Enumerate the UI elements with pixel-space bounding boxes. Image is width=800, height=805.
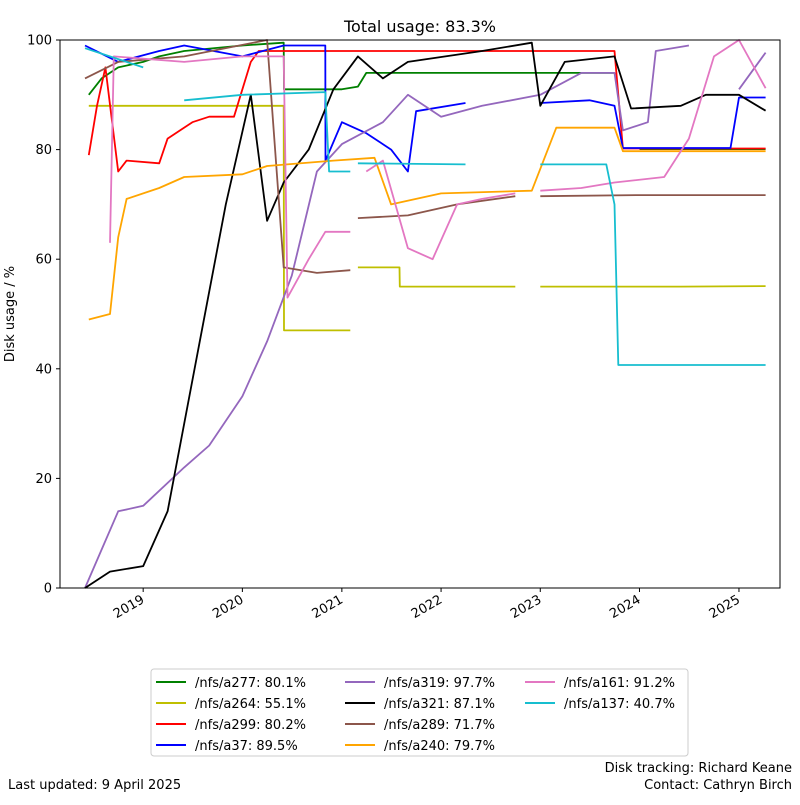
legend-label-9: /nfs/a137: 40.7% — [564, 697, 675, 712]
legend-label-3: /nfs/a37: 89.5% — [195, 739, 298, 754]
legend: /nfs/a277: 80.1% /nfs/a264: 55.1% /nfs/a29… — [150, 668, 689, 757]
y-tick-label: 0 — [44, 582, 52, 597]
tracking-credit: Disk tracking: Richard Keane — [605, 761, 792, 776]
y-axis-ticks: 0 20 40 60 80 100 — [27, 34, 60, 597]
legend-label-5: /nfs/a321: 87.1% — [384, 697, 495, 712]
contact-credit: Contact: Cathryn Birch — [644, 778, 792, 793]
y-axis-label: Disk usage / % — [3, 266, 18, 362]
y-tick-label: 100 — [27, 34, 52, 49]
series-line-4 — [84, 44, 767, 589]
legend-label-4: /nfs/a319: 97.7% — [384, 676, 495, 691]
series-line-5 — [84, 41, 767, 589]
y-tick-label: 80 — [35, 143, 52, 158]
series-line-7 — [88, 126, 766, 321]
y-tick-label: 40 — [35, 362, 52, 377]
last-updated-text: Last updated: 9 April 2025 — [8, 778, 181, 793]
series-line-1 — [88, 104, 766, 332]
legend-label-7: /nfs/a240: 79.7% — [384, 739, 495, 754]
legend-box — [150, 668, 689, 757]
legend-label-8: /nfs/a161: 91.2% — [564, 676, 675, 691]
y-tick-label: 60 — [35, 253, 52, 268]
series-line-9 — [84, 47, 766, 366]
legend-label-2: /nfs/a299: 80.2% — [195, 718, 306, 733]
plot-frame — [59, 39, 781, 589]
legend-label-1: /nfs/a264: 55.1% — [195, 697, 306, 712]
series-line-2 — [87, 50, 766, 173]
series-line-8 — [109, 39, 767, 299]
y-tick-label: 20 — [35, 472, 52, 487]
legend-label-0: /nfs/a277: 80.1% — [195, 676, 306, 691]
chart-title: Total usage: 83.3% — [343, 17, 496, 36]
legend-label-6: /nfs/a289: 71.7% — [384, 718, 495, 733]
series-layer — [84, 39, 767, 589]
